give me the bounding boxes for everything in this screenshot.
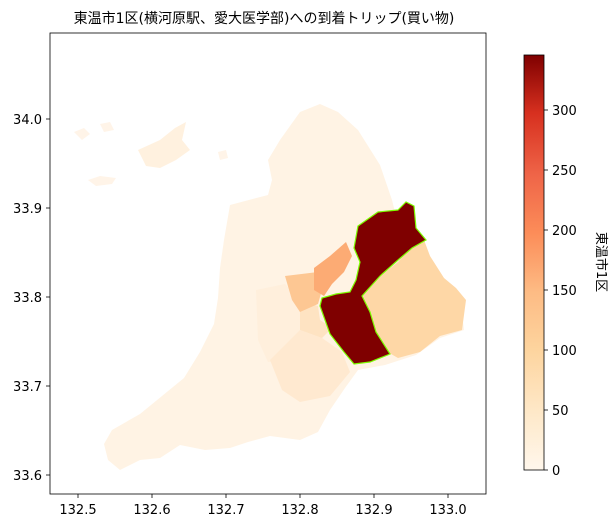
cb-tick-label-150: 150 bbox=[552, 284, 577, 299]
region-island-large bbox=[138, 122, 190, 168]
x-tick-label-5: 132.9 bbox=[355, 503, 392, 518]
region-district-orange bbox=[314, 242, 352, 296]
y-axis: 34.0 33.9 33.8 33.7 33.6 bbox=[13, 113, 50, 484]
x-tick-label-2: 132.6 bbox=[133, 503, 170, 518]
region-district-south bbox=[270, 330, 350, 402]
region-district-center bbox=[300, 300, 332, 338]
y-tick-label-4: 33.7 bbox=[13, 380, 42, 395]
region-district-east bbox=[362, 240, 466, 358]
x-tick-label-6: 133.0 bbox=[429, 503, 466, 518]
y-tick-label-1: 34.0 bbox=[13, 113, 42, 128]
region-island-small-2 bbox=[74, 128, 90, 140]
cb-tick-label-300: 300 bbox=[552, 104, 577, 119]
x-axis: 132.5 132.6 132.7 132.8 132.9 133.0 bbox=[59, 494, 467, 518]
colorbar-label: 東温市1区 bbox=[593, 232, 609, 292]
cb-tick-label-0: 0 bbox=[552, 464, 560, 479]
x-tick-label-1: 132.5 bbox=[59, 503, 96, 518]
map-title: 東温市1区(横河原駅、愛大医学部)への到着トリップ(買い物) bbox=[74, 10, 455, 27]
y-tick-label-5: 33.6 bbox=[13, 469, 42, 484]
region-target-district bbox=[319, 201, 427, 365]
colorbar: 0 50 100 150 200 250 300 東温市1区 bbox=[523, 54, 609, 479]
colorbar-bar bbox=[523, 54, 545, 471]
map-plot-area bbox=[49, 32, 487, 495]
cb-tick-label-100: 100 bbox=[552, 344, 577, 359]
y-tick-label-3: 33.8 bbox=[13, 291, 42, 306]
x-tick-label-4: 132.8 bbox=[281, 503, 318, 518]
y-tick-label-2: 33.9 bbox=[13, 202, 42, 217]
region-district-pale-orange bbox=[285, 272, 322, 312]
cb-tick-label-250: 250 bbox=[552, 164, 577, 179]
region-island-small-1 bbox=[88, 176, 116, 186]
cb-tick-label-200: 200 bbox=[552, 224, 577, 239]
region-island-small-3 bbox=[100, 122, 114, 132]
x-tick-label-3: 132.7 bbox=[207, 503, 244, 518]
cb-tick-label-50: 50 bbox=[552, 404, 569, 419]
region-island-small-4 bbox=[218, 150, 228, 160]
